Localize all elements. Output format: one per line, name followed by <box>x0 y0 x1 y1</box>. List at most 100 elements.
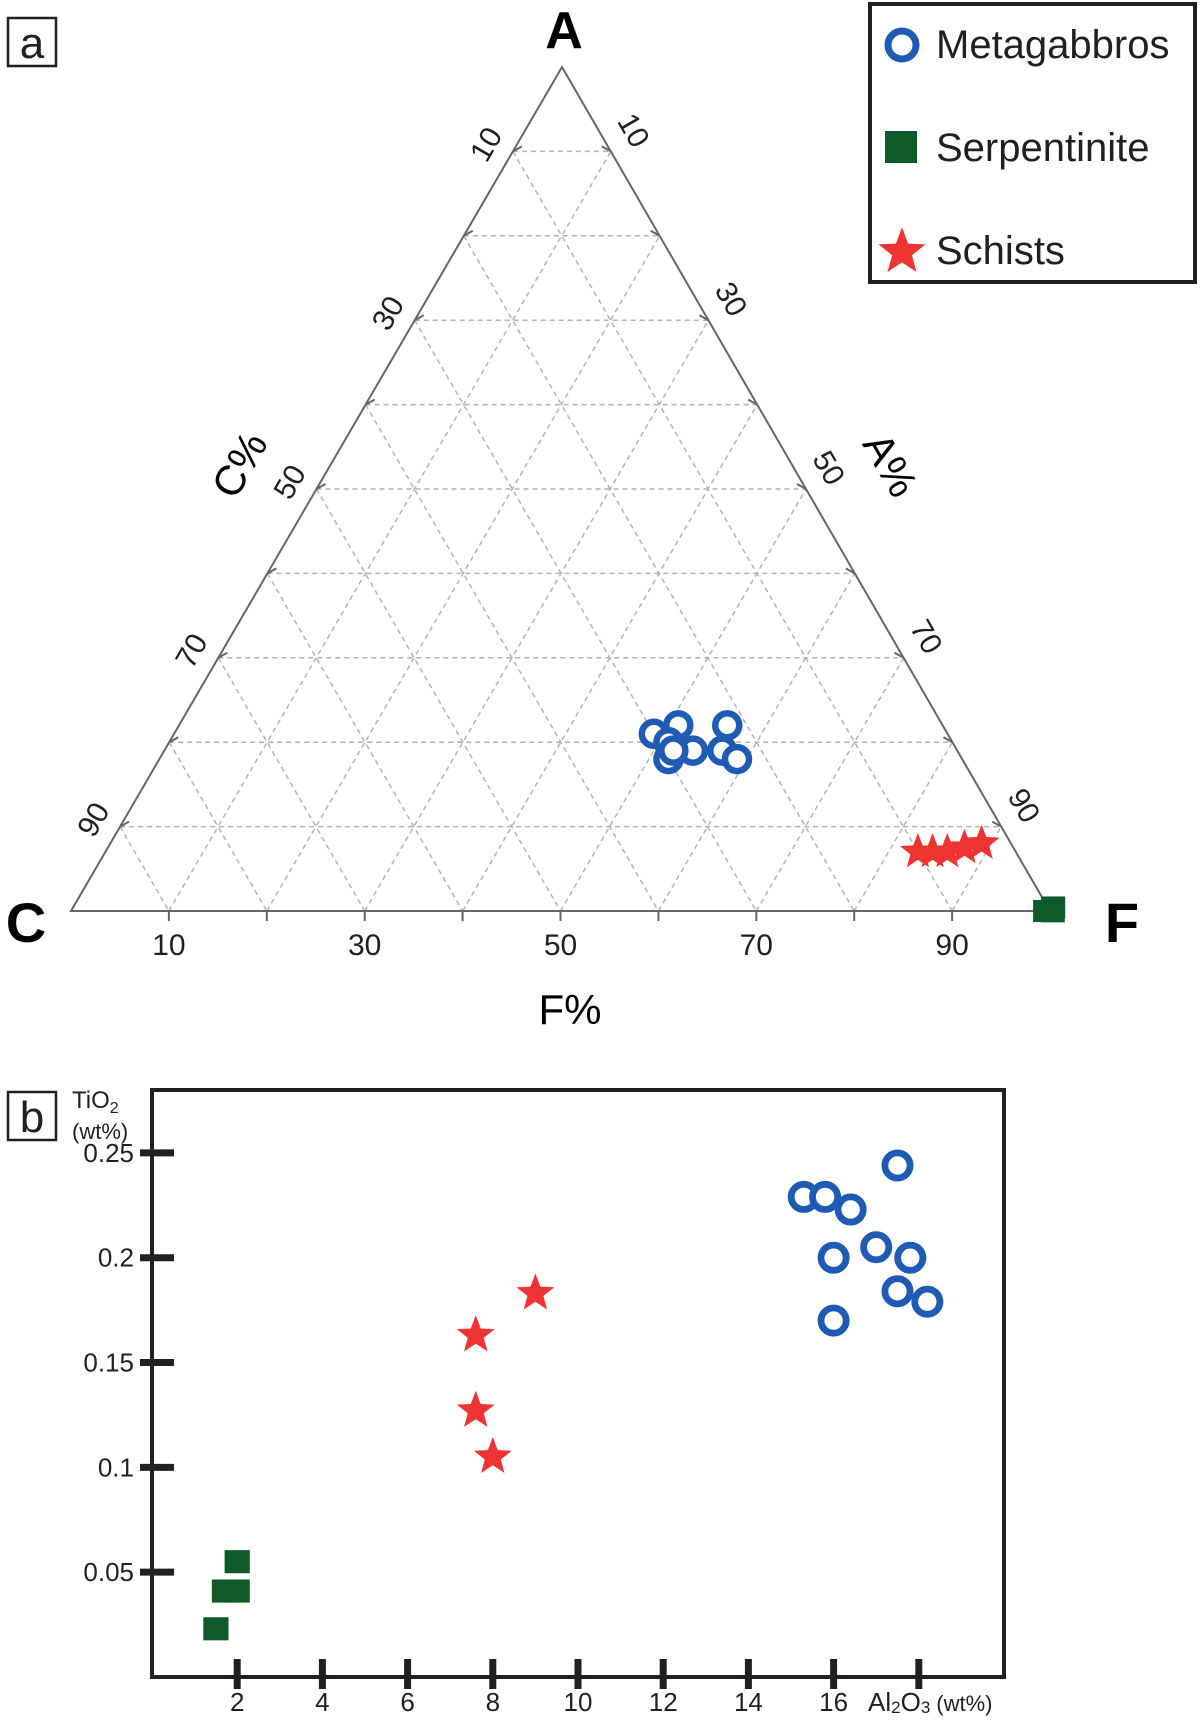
x-tick-label: 6 <box>400 1687 414 1717</box>
ternary-point-schists <box>929 832 966 868</box>
vertex-label-a: A <box>545 2 583 60</box>
tick-label-c: 30 <box>366 291 411 336</box>
y-ticks: 0.05 0.1 0.15 0.2 0.25 <box>83 1138 174 1587</box>
tick-label-a: 30 <box>708 277 753 322</box>
tick-label-a: 10 <box>610 108 655 153</box>
tick-c <box>266 567 277 575</box>
legend-marker-schists <box>878 227 926 272</box>
scatter-point-schists <box>456 1315 495 1352</box>
tick-c <box>316 483 326 490</box>
x-tick-label: 16 <box>819 1687 848 1717</box>
y-axis-title: TiO2 <box>72 1087 119 1117</box>
axis-title-c: C% <box>202 424 277 506</box>
grid-line-f <box>755 657 905 912</box>
grid-line-f <box>266 235 661 912</box>
tick-label-c: 50 <box>268 460 313 505</box>
legend-label-serpentinite: Serpentinite <box>936 126 1149 170</box>
axis-title-a: A% <box>854 425 927 505</box>
tick-c <box>119 820 130 828</box>
grid-line-c <box>315 488 562 912</box>
tick-c <box>463 229 474 237</box>
panel-b-label-box <box>6 1090 58 1142</box>
tick-label-a: 70 <box>903 614 948 659</box>
scatter-point-metagabbros <box>817 1241 850 1274</box>
grid-line-c <box>364 404 660 912</box>
x-tick-label: 4 <box>315 1687 329 1717</box>
scatter-point-metagabbros <box>881 1149 914 1182</box>
y-tick-label: 0.05 <box>83 1557 134 1587</box>
ternary-point-schists <box>946 828 983 864</box>
legend-box <box>868 2 1197 284</box>
tick-label-c: 90 <box>71 797 116 842</box>
scatter-panel: b TiO2 (wt%) 0.05 0.1 0.15 0.2 0.25 2 4 6 8 10 12… <box>6 1087 1006 1717</box>
y-tick-label: 0.2 <box>98 1243 134 1273</box>
x-tick-label: 2 <box>230 1687 244 1717</box>
tick-c <box>217 651 228 659</box>
tick-c <box>414 314 425 322</box>
scatter-point-schists <box>473 1436 512 1473</box>
tick-a <box>747 398 758 406</box>
grid-line-f <box>364 319 710 912</box>
tick-label-f: 50 <box>544 929 577 962</box>
grid-line-c <box>414 319 757 912</box>
ternary-point-schists <box>899 832 936 868</box>
tick-label-f: 90 <box>935 929 968 962</box>
grid-line-c <box>512 151 953 912</box>
grid-line-c <box>168 741 268 912</box>
x-tick-label: 10 <box>564 1687 593 1717</box>
tick-a <box>845 567 856 575</box>
ternary-point-schists <box>963 824 1000 859</box>
scatter-point-serpentinite <box>203 1617 229 1641</box>
x-tick-label: 8 <box>486 1687 500 1717</box>
tick-label-a: 90 <box>1001 783 1046 828</box>
tick-label-f: 30 <box>348 929 381 962</box>
ternary-point-metagabbros <box>712 710 743 741</box>
tick-a <box>698 314 709 322</box>
x-tick-label: 14 <box>734 1687 763 1717</box>
ternary-ticks <box>119 145 1002 921</box>
legend-marker-serpentinite <box>885 131 917 163</box>
vertex-label-c: C <box>6 891 46 954</box>
tick-label-f: 70 <box>740 929 773 962</box>
grid-line-c <box>119 826 170 912</box>
y-tick-label: 0.1 <box>98 1452 134 1482</box>
ternary-point-metagabbros <box>721 743 753 775</box>
scatter-point-serpentinite <box>224 1579 250 1603</box>
scatter-point-metagabbros <box>894 1241 927 1274</box>
tick-a <box>796 483 807 490</box>
ternary-points <box>638 710 1066 923</box>
scatter-point-serpentinite <box>224 1550 250 1574</box>
tick-label-f: 10 <box>152 929 185 962</box>
x-axis-title: Al2O3 (wt%) <box>868 1687 993 1717</box>
scatter-point-metagabbros <box>809 1180 842 1213</box>
plot-frame <box>150 1088 1006 1679</box>
legend-label-schists: Schists <box>936 229 1065 273</box>
grid-line-c <box>266 573 464 912</box>
panel-b-label: b <box>20 1093 44 1142</box>
scatter-point-schists <box>456 1390 495 1427</box>
scatter-point-metagabbros <box>860 1231 893 1264</box>
y-tick-label: 0.25 <box>83 1138 134 1168</box>
scatter-point-metagabbros <box>834 1193 867 1226</box>
legend-marker-metagabbros <box>884 27 920 63</box>
legend-label-metagabbros: Metagabbros <box>936 23 1169 67</box>
axis-title-f: F% <box>539 986 602 1033</box>
x-tick-label: 12 <box>649 1687 678 1717</box>
x-ticks: 2 4 6 8 10 12 14 16 <box>230 1659 923 1717</box>
grid-line-f <box>559 488 807 912</box>
grid-line-c <box>217 657 366 912</box>
tick-label-c: 10 <box>464 122 509 167</box>
legend-star-shape <box>878 227 926 272</box>
tick-c <box>168 736 179 744</box>
tick-a <box>894 651 905 659</box>
ternary-panel: a 10 10 10 30 30 30 50 50 50 70 70 70 90 90 90 A C F C… <box>6 2 1197 1033</box>
panel-a-label-box <box>6 16 58 68</box>
tick-label-c: 70 <box>169 628 214 673</box>
tick-c <box>365 398 376 406</box>
tick-a <box>991 820 1002 828</box>
vertex-label-f: F <box>1105 891 1139 954</box>
panel-a-label: a <box>20 19 45 68</box>
scatter-point-metagabbros <box>881 1275 914 1308</box>
grid-line-f <box>853 741 954 912</box>
